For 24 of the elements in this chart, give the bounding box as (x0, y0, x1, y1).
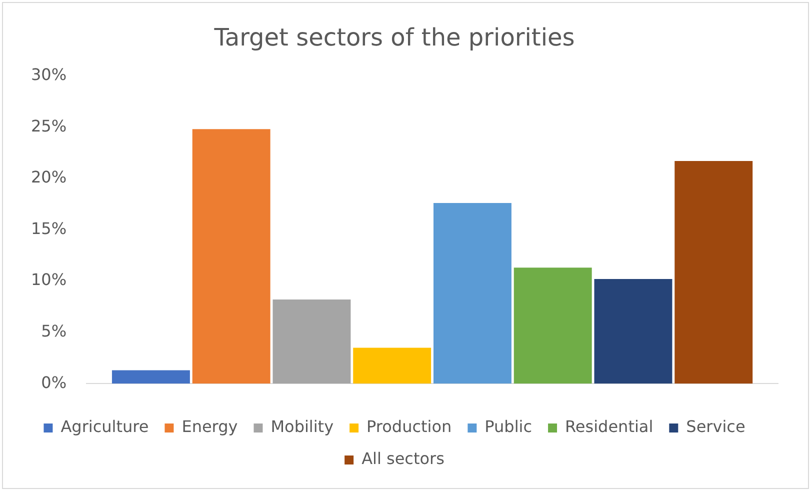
legend-label: Agriculture (60, 417, 149, 436)
bar (514, 268, 592, 384)
legend-label: Energy (182, 417, 238, 436)
chart-title: Target sectors of the priorities (213, 24, 575, 52)
y-tick-label: 25% (31, 116, 67, 136)
y-tick-label: 0% (41, 372, 67, 392)
bar (112, 370, 190, 384)
bar (353, 348, 432, 384)
bar (272, 299, 351, 384)
bar (192, 129, 270, 384)
y-tick-label: 20% (31, 168, 67, 187)
y-tick-label: 30% (31, 64, 67, 84)
bar (433, 203, 512, 384)
legend-label: Residential (565, 417, 654, 436)
legend-label: Service (686, 417, 746, 436)
bar (674, 160, 753, 384)
y-tick-label: 5% (41, 321, 67, 340)
legend-label: All sectors (362, 449, 444, 468)
legend-label: Mobility (270, 417, 334, 436)
bar (594, 278, 672, 384)
legend-label: Production (366, 417, 452, 436)
y-tick-label: 15% (31, 218, 67, 238)
legend-label: Public (484, 417, 532, 436)
y-tick-label: 10% (31, 270, 67, 290)
